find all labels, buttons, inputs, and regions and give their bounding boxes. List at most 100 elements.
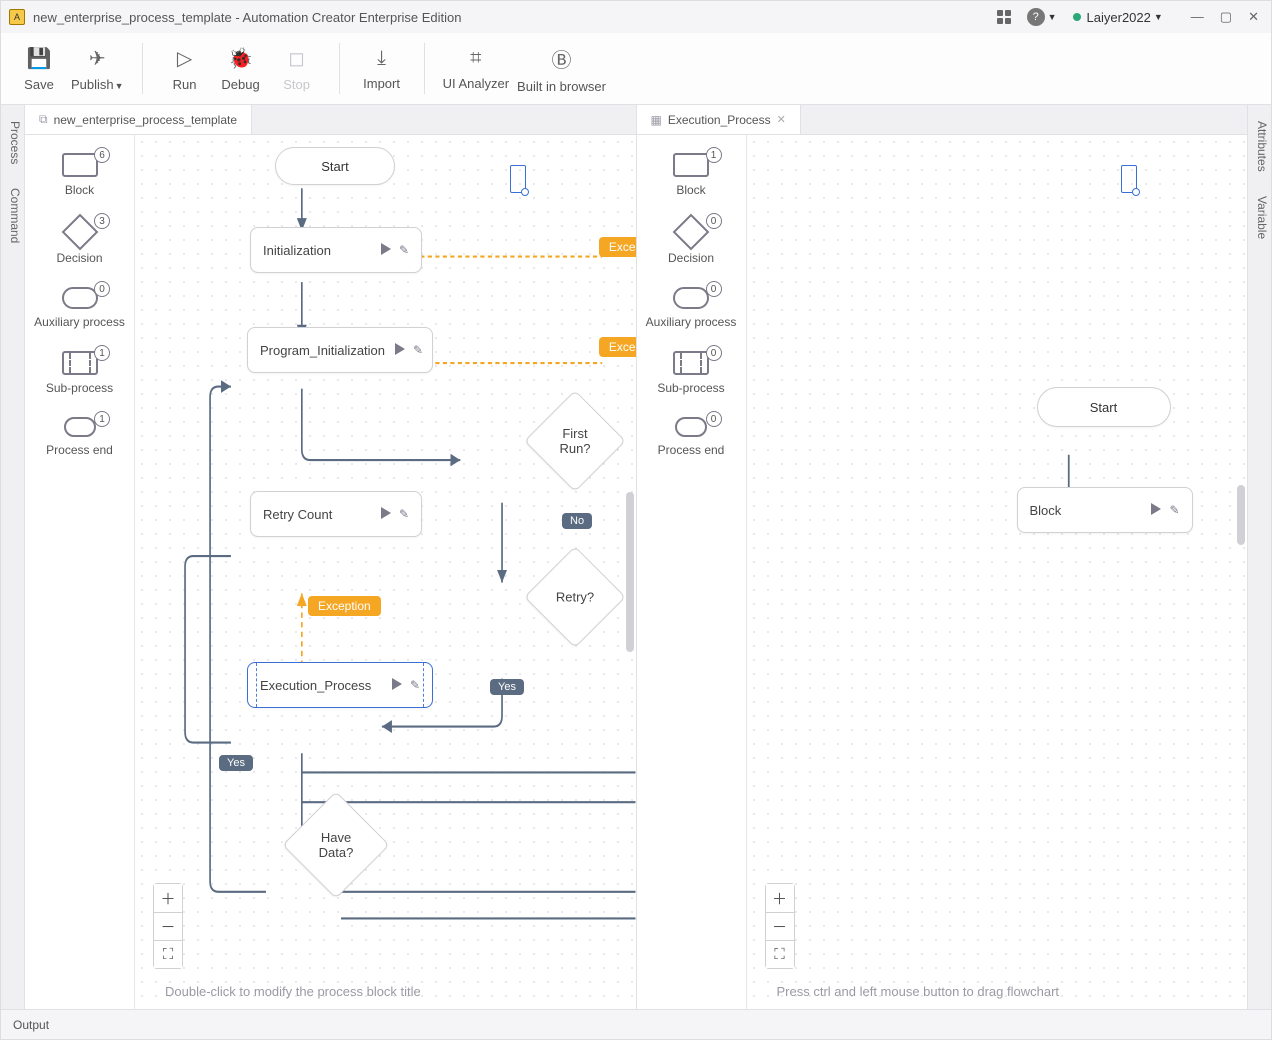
close-button[interactable]: ✕ [1248, 9, 1259, 25]
sub-count: 1 [94, 345, 110, 361]
run-icon: ▷ [177, 46, 192, 71]
zoom-out-button[interactable]: － [154, 912, 182, 940]
pal-end[interactable]: 1 Process end [25, 417, 134, 457]
node-initialization[interactable]: Initialization ✎ [250, 227, 422, 273]
aux-label: Auxiliary process [34, 315, 125, 329]
edit-icon[interactable]: ✎ [399, 507, 409, 521]
ui-analyzer-icon: ⌗ [470, 47, 481, 70]
pal-block[interactable]: 6 Block [25, 153, 134, 197]
node-retry-count[interactable]: Retry Count ✎ [250, 491, 422, 537]
node-exec[interactable]: Execution_Process ✎ [247, 662, 433, 708]
user-menu[interactable]: Laiyer2022 ▼ [1073, 10, 1163, 25]
import-button[interactable]: ⤓ Import [354, 33, 410, 104]
pal-sub[interactable]: 1 Sub-process [25, 351, 134, 395]
edit-icon[interactable]: ✎ [410, 678, 420, 692]
minimize-button[interactable]: — [1191, 9, 1204, 25]
retry-label: Retry? [556, 590, 594, 605]
sub-label: Sub-process [46, 381, 113, 395]
publish-button[interactable]: ✈ Publish▼ [67, 33, 128, 104]
viewport-indicator[interactable] [510, 165, 526, 193]
block-icon [673, 153, 709, 177]
play-icon[interactable] [1151, 503, 1161, 515]
tab-execution[interactable]: ▦ Execution_Process ✕ [637, 105, 801, 134]
left-panel: ⧉ new_enterprise_process_template 6 Bloc… [25, 105, 636, 1009]
scrollbar[interactable] [1237, 485, 1245, 545]
block-label: Block [65, 183, 94, 197]
block-label: Block [676, 183, 705, 197]
zoom-in-button[interactable]: ＋ [154, 884, 182, 912]
first-run-label: First Run? [559, 426, 590, 456]
node-have-data[interactable]: Have Data? [282, 791, 389, 898]
apps-icon[interactable] [997, 10, 1011, 24]
publish-label: Publish▼ [71, 77, 124, 92]
node-start-label: Start [321, 159, 348, 174]
left-rail: Process Command [1, 105, 25, 1009]
help-icon: ? [1027, 8, 1045, 26]
node-prog-init[interactable]: Program_Initialization ✎ [247, 327, 433, 373]
tab-label: Execution_Process [668, 113, 771, 127]
pal-decision-r[interactable]: 0 Decision [637, 219, 746, 265]
play-icon[interactable] [381, 243, 391, 255]
pal-aux[interactable]: 0 Auxiliary process [25, 287, 134, 329]
maximize-button[interactable]: ▢ [1220, 9, 1232, 25]
pal-decision[interactable]: 3 Decision [25, 219, 134, 265]
play-icon[interactable] [392, 678, 402, 690]
canvas-left[interactable]: Start Initialization ✎ Program_Initializ… [135, 135, 636, 1009]
run-label: Run [173, 77, 197, 92]
prog-init-label: Program_Initialization [260, 343, 385, 358]
viewport-indicator[interactable] [1121, 165, 1137, 193]
decision-label: Decision [668, 251, 714, 265]
save-button[interactable]: 💾 Save [11, 33, 67, 104]
exce-tag-1: Exce [599, 237, 636, 257]
ui-analyzer-button[interactable]: ⌗ UI Analyzer [439, 33, 513, 104]
rail-command[interactable]: Command [1, 182, 24, 249]
zoom-out-button[interactable]: － [766, 912, 794, 940]
edit-icon[interactable]: ✎ [413, 343, 423, 357]
end-count: 1 [94, 411, 110, 427]
pal-aux-r[interactable]: 0 Auxiliary process [637, 287, 746, 329]
edit-icon[interactable]: ✎ [399, 243, 409, 257]
help-menu[interactable]: ? ▼ [1027, 8, 1057, 26]
status-dot [1073, 13, 1081, 21]
canvas-right[interactable]: Start Block ✎ ＋ － ⛶ Press ctrl and left … [747, 135, 1248, 1009]
debug-label: Debug [221, 77, 259, 92]
edit-icon[interactable]: ✎ [1169, 503, 1179, 517]
run-button[interactable]: ▷ Run [157, 33, 213, 104]
pal-block-r[interactable]: 1 Block [637, 153, 746, 197]
no-tag: No [562, 513, 592, 529]
node-start-r[interactable]: Start [1037, 387, 1171, 427]
pal-sub-r[interactable]: 0 Sub-process [637, 351, 746, 395]
node-first-run[interactable]: First Run? [524, 390, 626, 492]
sub-icon [62, 351, 98, 375]
browser-button[interactable]: Ⓑ Built in browser [513, 33, 610, 104]
tab-strip-left: ⧉ new_enterprise_process_template [25, 105, 636, 135]
block-count: 1 [706, 147, 722, 163]
decision-icon [673, 214, 710, 251]
tab-template[interactable]: ⧉ new_enterprise_process_template [25, 105, 252, 134]
zoom-in-button[interactable]: ＋ [766, 884, 794, 912]
status-bar: Output [1, 1009, 1271, 1039]
block-icon [62, 153, 98, 177]
close-icon[interactable]: ✕ [777, 113, 786, 126]
node-block-r[interactable]: Block ✎ [1017, 487, 1193, 533]
debug-icon: 🐞 [228, 46, 253, 71]
rail-attributes[interactable]: Attributes [1248, 115, 1271, 178]
output-label[interactable]: Output [13, 1018, 49, 1032]
scrollbar[interactable] [626, 492, 634, 652]
zoom-fit-button[interactable]: ⛶ [154, 940, 182, 968]
play-icon[interactable] [381, 507, 391, 519]
rail-variable[interactable]: Variable [1248, 190, 1271, 245]
exception-tag: Exception [308, 596, 381, 616]
palette-right: 1 Block 0 Decision 0 Auxiliary process [637, 135, 747, 1009]
window-controls: — ▢ ✕ [1179, 9, 1263, 25]
pal-end-r[interactable]: 0 Process end [637, 417, 746, 457]
node-start[interactable]: Start [275, 147, 395, 185]
rail-process[interactable]: Process [1, 115, 24, 170]
workspace: Process Command ⧉ new_enterprise_process… [1, 105, 1271, 1009]
zoom-fit-button[interactable]: ⛶ [766, 940, 794, 968]
node-retry[interactable]: Retry? [524, 546, 626, 648]
play-icon[interactable] [395, 343, 405, 355]
import-icon: ⤓ [377, 47, 386, 70]
debug-button[interactable]: 🐞 Debug [213, 33, 269, 104]
ui-analyzer-label: UI Analyzer [443, 76, 509, 91]
